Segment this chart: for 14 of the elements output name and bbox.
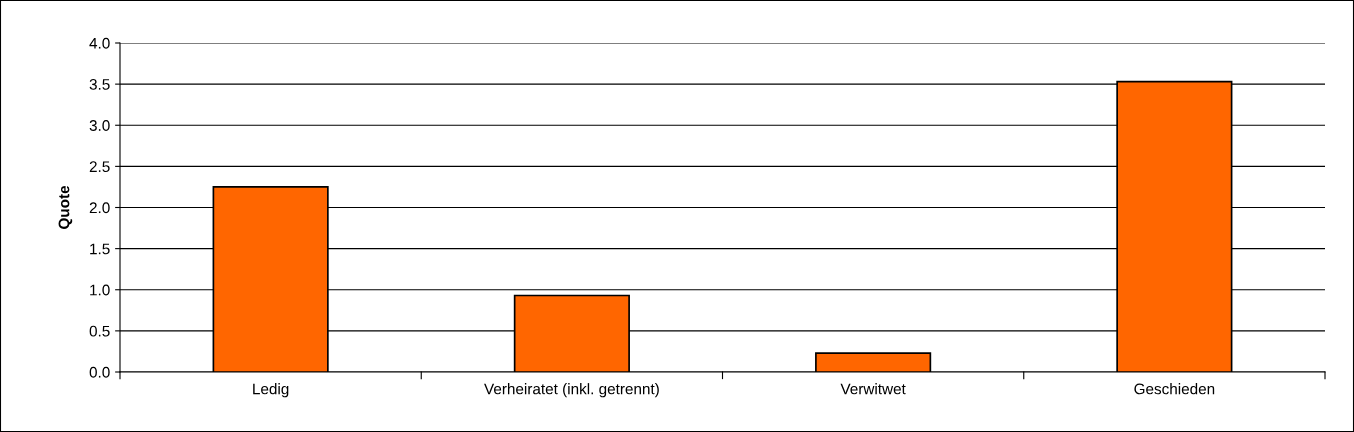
y-tick-label: 3.0 [89,120,110,131]
x-tick-label: Geschieden [1134,383,1215,395]
y-tick-label: 0.5 [89,325,110,337]
y-tick-label: 1.0 [90,284,110,296]
x-tick-label: Ledig [253,383,289,398]
y-axis-title: Quote [58,185,73,229]
y-tick-label: 2.5 [89,161,110,173]
y-tick-label: 2.0 [89,202,110,214]
y-tick-label: 4.0 [89,37,110,49]
y-tick-label: 0.0 [89,366,110,378]
x-tick-label: Verheiratet (inkl. getrennt) [484,383,659,398]
y-tick-label: 1.5 [90,243,110,255]
y-tick-label: 3.5 [89,78,110,90]
x-tick-label: Verwitwet [840,383,906,395]
